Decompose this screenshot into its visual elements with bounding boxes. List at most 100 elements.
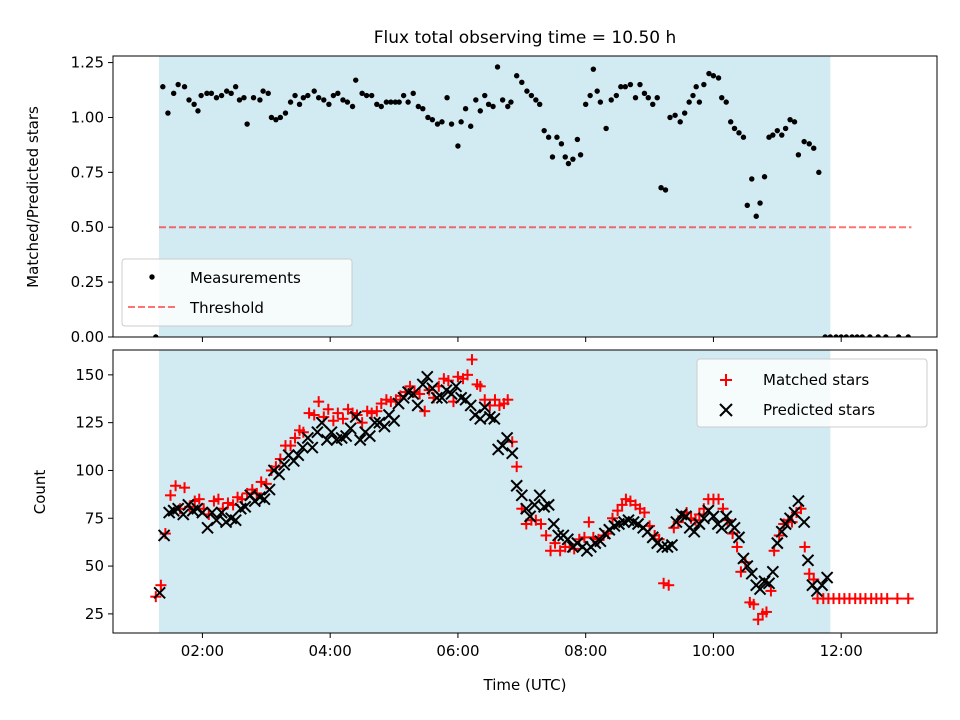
predicted-star-point (292, 448, 305, 462)
measurement-point (383, 99, 390, 105)
predicted-marker-b (670, 515, 683, 529)
measurement-point (622, 84, 628, 90)
measurement-point (330, 92, 337, 99)
predicted-marker-b (478, 401, 491, 414)
matched-star-point (616, 499, 628, 511)
predicted-star-point (368, 416, 382, 429)
predicted-star-point (679, 510, 693, 523)
matched-star-point (752, 614, 764, 626)
measurement-point (241, 95, 247, 101)
measurement-point (499, 97, 506, 103)
measurement-point (410, 90, 416, 97)
measurement-point (749, 176, 755, 182)
measurement-point (731, 125, 738, 132)
measurement-point (519, 79, 525, 86)
predicted-star-point (552, 529, 565, 542)
chart-title: Flux total observing time = 10.50 h (374, 28, 677, 48)
measurement-point (541, 127, 547, 134)
predicted-marker-b (177, 508, 190, 521)
predicted-star-point (315, 416, 329, 429)
predicted-star-point (496, 439, 509, 452)
measurement-point (208, 90, 215, 97)
matched-star-point (308, 409, 320, 421)
measurement-point (434, 121, 441, 127)
measurement-point (833, 334, 839, 337)
measurement-point (562, 154, 568, 160)
matched-star-point (303, 407, 315, 419)
measurement-point (160, 84, 166, 90)
count-y-tick-label: 75 (85, 509, 104, 527)
matched-star-point (583, 516, 595, 528)
measurement-point (524, 88, 530, 94)
predicted-marker-b (707, 510, 720, 523)
matched-star-point (255, 476, 267, 488)
predicted-marker-b (483, 410, 497, 424)
predicted-marker-b (775, 525, 788, 538)
predicted-star-point (775, 525, 788, 538)
measurement-point (340, 97, 346, 103)
predicted-star-point (177, 508, 190, 521)
measurement-point (477, 108, 483, 114)
measurement-point (250, 95, 257, 101)
matched-star-point (155, 579, 167, 591)
predicted-marker-b (697, 512, 711, 525)
predicted-marker-b (320, 433, 334, 447)
measurement-point (439, 119, 445, 125)
measurement-point (787, 116, 793, 123)
matched-star-point (739, 556, 751, 568)
predicted-marker-b (445, 387, 458, 401)
predicted-marker-b (449, 380, 463, 393)
count-y-tick-label: 125 (75, 414, 104, 432)
predicted-marker-b (594, 535, 607, 548)
predicted-star-point (670, 515, 683, 529)
predicted-star-point (528, 498, 541, 512)
measurement-point (191, 101, 197, 107)
measurement-point (420, 105, 426, 112)
matched-star-point (713, 493, 725, 505)
predicted-star-point (594, 535, 607, 548)
measurement-point (508, 99, 514, 105)
matched-star-point (479, 394, 491, 406)
measurement-point (429, 116, 436, 123)
predicted-marker-b (416, 378, 430, 391)
measurement-point (326, 101, 332, 107)
measurement-point (186, 97, 192, 103)
x-tick-label: 06:00 (436, 642, 479, 660)
measurement-point (822, 334, 828, 337)
predicted-star-point (430, 391, 444, 405)
predicted-marker-b (771, 536, 784, 550)
predicted-marker-b (792, 494, 805, 508)
matched-star-point (511, 461, 523, 473)
measurement-point (513, 73, 520, 79)
measurement-point (315, 95, 322, 101)
matched-star-point (385, 396, 397, 408)
predicted-marker-b (272, 468, 286, 481)
predicted-marker-b (547, 517, 560, 531)
predicted-star-point (771, 536, 784, 550)
x-tick-label: 02:00 (181, 642, 224, 660)
predicted-marker-b (421, 370, 434, 383)
measurement-point (570, 156, 576, 162)
predicted-star-point (421, 370, 434, 383)
measurement-point (843, 334, 849, 337)
measurement-point (505, 103, 511, 110)
predicted-star-point (720, 510, 733, 523)
predicted-marker-b (349, 410, 362, 424)
predicted-star-point (506, 447, 519, 460)
measurement-point (458, 119, 464, 125)
predicted-star-point (239, 500, 252, 514)
measurement-point (257, 97, 263, 103)
measurement-point (753, 213, 759, 219)
ratio-y-tick-label: 0.00 (71, 328, 104, 346)
count-y-tick-label: 25 (85, 605, 104, 623)
measurement-point (204, 90, 210, 97)
measurement-point (400, 92, 407, 99)
predicted-marker-b (378, 420, 391, 433)
predicted-marker-b (311, 426, 324, 439)
matched-star-point (658, 577, 670, 589)
measurement-point (761, 174, 768, 180)
predicted-star-point (464, 399, 477, 412)
measurement-point (236, 97, 243, 103)
legend-matched-marker (720, 374, 732, 386)
predicted-star-point (301, 431, 315, 445)
